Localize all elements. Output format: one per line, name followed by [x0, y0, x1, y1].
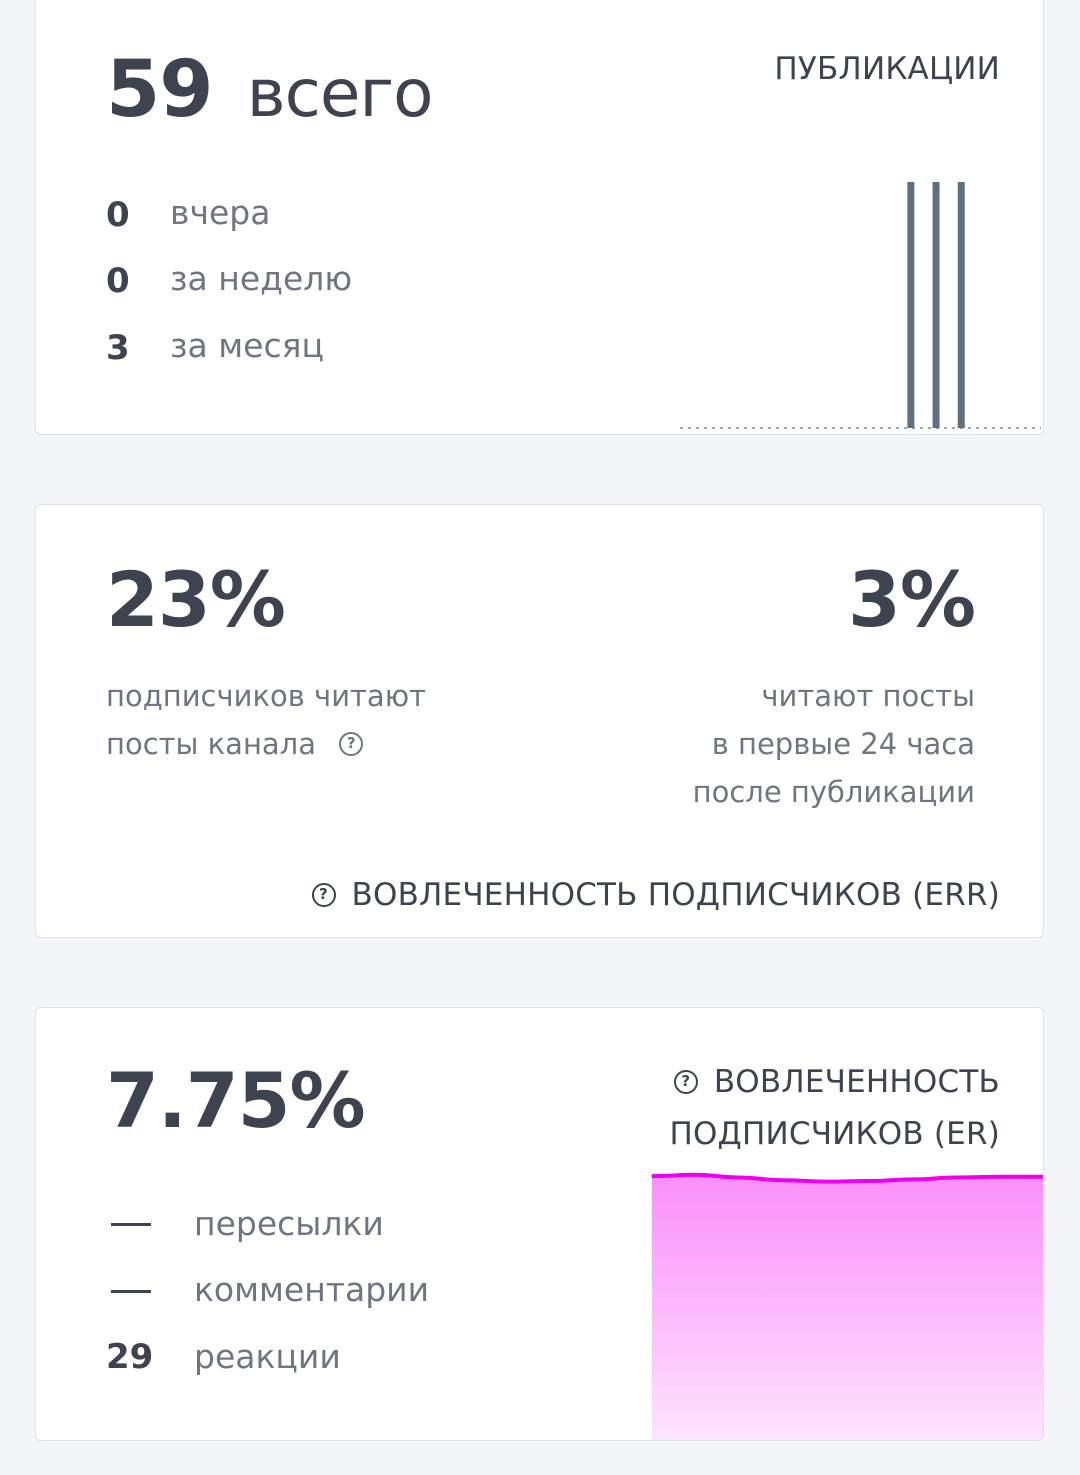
publications-card: 59 всего ПУБЛИКАЦИИ 0 вчера 0 за неделю …: [35, 0, 1044, 435]
er-area-line: [652, 1172, 1043, 1184]
row-label: реакции: [194, 1337, 341, 1376]
dash-value: [111, 1290, 151, 1293]
er-area-fill: [652, 1174, 1043, 1440]
publications-total: 59 всего: [106, 45, 434, 139]
row-label: пересылки: [194, 1204, 384, 1243]
er-area-chart: [652, 1172, 1043, 1440]
question-circle-icon[interactable]: ?: [339, 732, 364, 756]
question-circle-icon[interactable]: ?: [311, 882, 336, 907]
err-right-line: читают посты: [761, 679, 975, 713]
err-right-description: читают посты в первые 24 часа после публ…: [693, 672, 975, 816]
er-card: 7.75% ? ВОВЛЕЧЕННОСТЬ ПОДПИСЧИКОВ (ER) пе…: [35, 1007, 1044, 1441]
row-label: комментарии: [194, 1270, 430, 1309]
sparkline-bar: [932, 182, 940, 428]
err-left-value: 23%: [106, 555, 286, 644]
publications-sparkline: [680, 182, 1041, 429]
err-card: 23% 3% подписчиков читают посты канала ?…: [35, 504, 1044, 938]
err-right-line: после публикации: [692, 775, 975, 809]
question-circle-icon[interactable]: ?: [673, 1069, 698, 1094]
er-title-line2: ПОДПИСЧИКОВ (ER): [669, 1116, 1000, 1152]
publications-total-value: 59: [106, 45, 214, 135]
sparkline-bar: [907, 182, 915, 428]
row-value: 0: [106, 195, 130, 235]
err-right-line: в первые 24 часа: [711, 727, 975, 761]
er-value: 7.75%: [106, 1056, 366, 1145]
err-right-value: 3%: [847, 555, 976, 644]
err-left-line2: посты канала ?: [106, 720, 426, 768]
row-value: 3: [106, 328, 130, 368]
err-left-description: подписчиков читают посты канала ?: [106, 672, 426, 768]
er-title-line1: ? ВОВЛЕЧЕННОСТЬ: [669, 1056, 1000, 1108]
row-value: 0: [106, 261, 130, 301]
err-footer-label: ВОВЛЕЧЕННОСТЬ ПОДПИСЧИКОВ (ERR): [351, 877, 1000, 913]
row-value: 29: [106, 1337, 154, 1377]
row-label: за месяц: [170, 326, 324, 365]
publications-title: ПУБЛИКАЦИИ: [774, 51, 1000, 87]
row-label: за неделю: [170, 259, 353, 298]
er-title[interactable]: ? ВОВЛЕЧЕННОСТЬ ПОДПИСЧИКОВ (ER): [669, 1056, 1000, 1160]
publications-total-label: всего: [246, 55, 434, 132]
sparkline-bar: [957, 182, 965, 428]
row-label: вчера: [170, 193, 271, 232]
dash-value: [111, 1223, 151, 1226]
err-left-line1: подписчиков читают: [106, 679, 427, 713]
err-footer[interactable]: ? ВОВЛЕЧЕННОСТЬ ПОДПИСЧИКОВ (ERR): [311, 877, 1001, 913]
